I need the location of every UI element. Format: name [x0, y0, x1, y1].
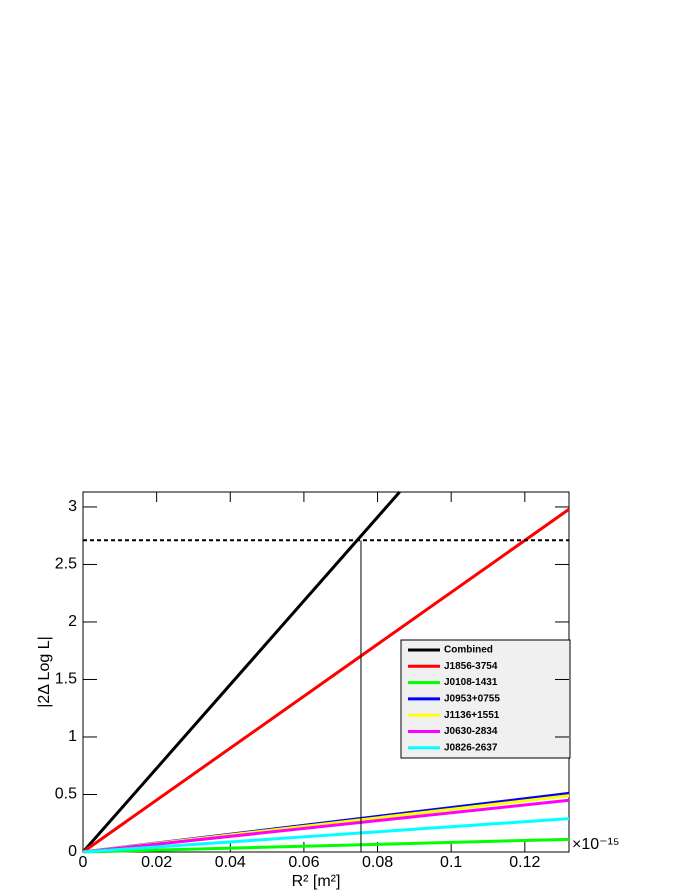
y-tick-label: 1.5 [55, 671, 77, 688]
legend-label: J1136+1551 [444, 710, 500, 721]
y-tick-label: 2.5 [55, 556, 77, 573]
series-line [82, 798, 570, 854]
y-tick-label: 1 [68, 728, 77, 745]
x-tick-label: 0 [79, 854, 88, 871]
y-axis-label: |2Δ Log L| [36, 636, 53, 708]
legend-label: J0826-2637 [444, 742, 498, 753]
series-line [82, 817, 570, 854]
y-tick-label: 0.5 [55, 786, 77, 803]
x-tick-label: 0.06 [288, 854, 319, 871]
x-tick-label: 0.08 [362, 854, 393, 871]
x-tick-label: 0.02 [141, 854, 172, 871]
y-tick-label: 3 [68, 498, 77, 515]
series-line [82, 508, 570, 854]
y-tick-label: 0 [68, 843, 77, 860]
series-line [81, 491, 401, 853]
legend-label: Combined [444, 645, 493, 656]
x-tick-label: 0.12 [509, 854, 540, 871]
y-tick-label: 2 [68, 613, 77, 630]
x-multiplier: ×10⁻¹⁵ [572, 836, 620, 853]
x-tick-label: 0.1 [440, 854, 462, 871]
legend-label: J1856-3754 [444, 661, 498, 672]
x-axis-label: R² [m²] [292, 873, 341, 890]
legend-label: J0108-1431 [444, 677, 498, 688]
legend-label: J0630-2834 [444, 726, 498, 737]
legend-label: J0953+0755 [444, 694, 500, 705]
series-line [82, 837, 570, 854]
x-tick-label: 0.04 [215, 854, 246, 871]
